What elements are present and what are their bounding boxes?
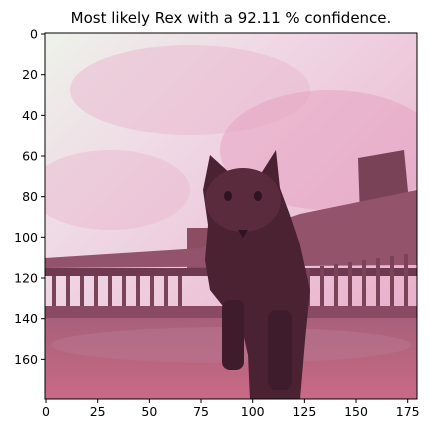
y-tick-label: 140	[14, 311, 38, 326]
y-tick-label: 40	[22, 108, 38, 123]
y-axis: 0 20 40 60 80 100 120 140 160	[14, 27, 45, 367]
y-tick-label: 160	[14, 352, 38, 367]
x-tick-label: 150	[344, 404, 368, 419]
x-tick-label: 50	[141, 404, 157, 419]
x-tick-label: 0	[42, 404, 50, 419]
x-tick-label: 25	[90, 404, 106, 419]
x-tick-label: 75	[193, 404, 209, 419]
x-tick-label: 125	[292, 404, 316, 419]
y-tick-label: 60	[22, 149, 38, 164]
photo	[45, 33, 417, 399]
y-tick-label: 100	[14, 230, 38, 245]
x-axis: 0 25 50 75 100 125 150 175	[42, 399, 420, 419]
y-tick-label: 20	[22, 67, 38, 82]
cat	[203, 150, 310, 399]
railing-posts	[52, 254, 408, 310]
y-tick-label: 0	[30, 27, 38, 42]
roofline	[45, 190, 417, 268]
x-tick-label: 175	[396, 404, 420, 419]
plot-frame	[44, 32, 418, 400]
x-tick-label: 100	[241, 404, 265, 419]
figure-title: Most likely Rex with a 92.11 % confidenc…	[71, 9, 392, 27]
y-tick-label: 80	[22, 189, 38, 204]
y-tick-label: 120	[14, 271, 38, 286]
